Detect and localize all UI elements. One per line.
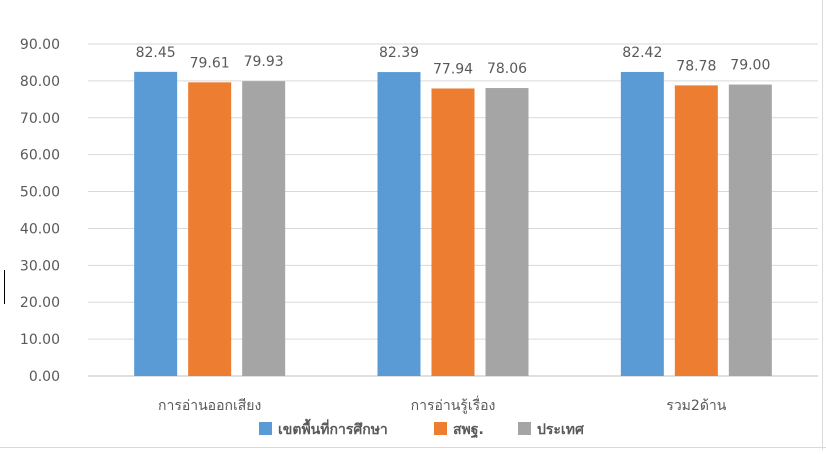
x-tick-label: การอ่านรู้เรื่อง: [411, 396, 496, 414]
data-label: 78.06: [487, 61, 527, 77]
y-tick-label: 20.00: [20, 295, 60, 311]
data-label: 78.78: [676, 58, 716, 74]
chart-frame-right-edge: [822, 0, 823, 450]
y-tick-label: 0.00: [29, 369, 60, 385]
data-label: 82.39: [379, 45, 419, 61]
data-label: 82.45: [136, 45, 176, 61]
side-marker: [4, 270, 5, 304]
data-label: 79.93: [244, 54, 284, 70]
y-tick-label: 60.00: [20, 148, 60, 164]
y-tick-label: 50.00: [20, 185, 60, 201]
x-tick-label: รวม2ด้าน: [666, 398, 726, 414]
legend-swatch: [518, 422, 531, 435]
data-label: 79.61: [190, 55, 230, 71]
data-label: 77.94: [433, 61, 473, 77]
bar: [620, 71, 664, 376]
bar: [188, 82, 232, 377]
chart-frame-bottom-edge: [0, 447, 826, 448]
bar: [728, 84, 772, 377]
legend-label: เขตพื้นที่การศึกษา: [278, 418, 388, 438]
data-label: 82.42: [622, 45, 662, 61]
y-tick-label: 80.00: [20, 74, 60, 90]
bar: [134, 71, 178, 377]
bar: [242, 81, 286, 377]
legend-swatch: [259, 422, 272, 435]
legend-label: ประเทศ: [537, 422, 585, 438]
bar: [485, 88, 529, 376]
y-tick-label: 90.00: [20, 37, 60, 53]
bar: [377, 72, 421, 376]
y-tick-label: 10.00: [20, 332, 60, 348]
bar: [674, 85, 718, 376]
y-tick-label: 70.00: [20, 111, 60, 127]
y-tick-label: 30.00: [20, 258, 60, 274]
data-label: 79.00: [730, 58, 770, 74]
legend-label: สพฐ.: [453, 422, 484, 439]
legend-swatch: [434, 422, 447, 435]
y-tick-label: 40.00: [20, 221, 60, 237]
bar: [431, 88, 475, 376]
x-tick-label: การอ่านออกเสียง: [158, 398, 261, 414]
